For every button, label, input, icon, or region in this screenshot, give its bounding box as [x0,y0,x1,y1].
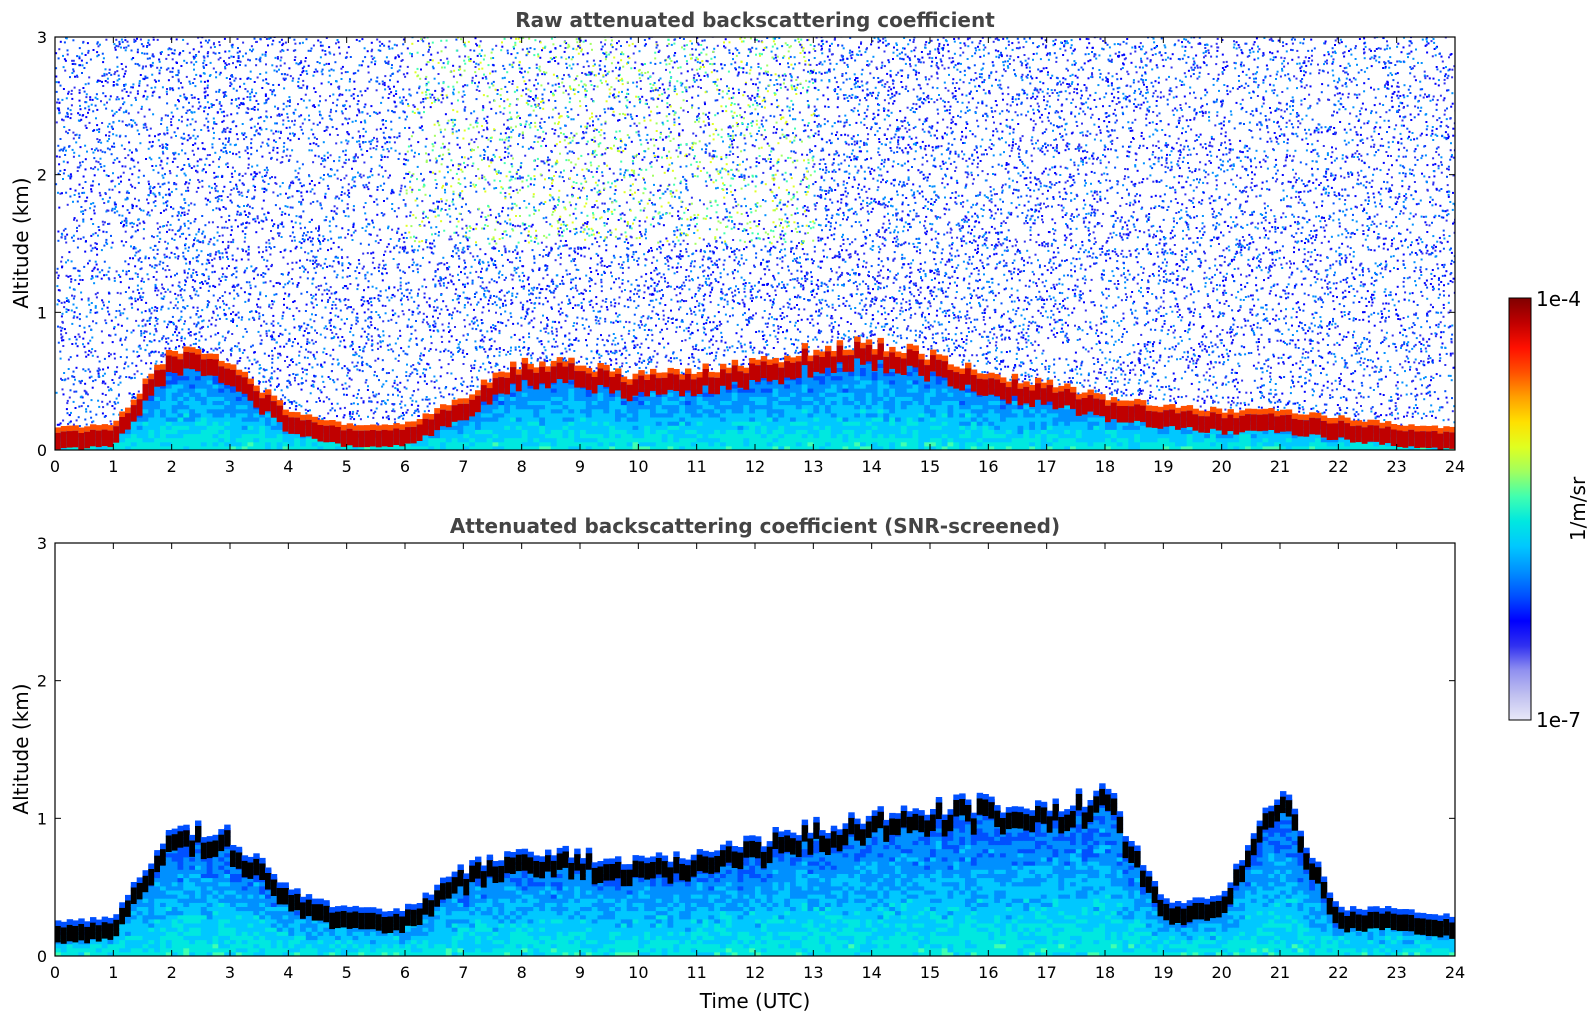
x-tick-label: 6 [400,457,410,476]
panel-screened: Attenuated backscattering coefficient (S… [9,514,1465,1013]
panel1-heatmap [55,37,1455,450]
panel2-y-ticks: 0 1 2 3 [37,534,1455,966]
x-tick-label: 12 [745,457,765,476]
panel2-y-label: Altitude (km) [9,683,33,814]
x-tick-label: 13 [803,963,823,982]
panel1-y-label: Altitude (km) [9,177,33,308]
x-tick-label: 8 [517,457,527,476]
x-tick-label: 11 [686,963,706,982]
x-tick-label: 4 [283,963,293,982]
x-tick-label: 20 [1211,963,1231,982]
y-tick-label: 1 [37,809,47,828]
x-tick-label: 12 [745,963,765,982]
x-tick-label: 7 [458,963,468,982]
x-tick-label: 1 [108,457,118,476]
x-tick-label: 11 [686,457,706,476]
x-tick-label: 8 [517,963,527,982]
x-tick-label: 15 [920,457,940,476]
x-tick-label: 23 [1386,963,1406,982]
panel2-x-ticks: 0 1 2 3 4 5 6 7 8 9 10 11 12 13 14 15 16 17 18 19 20 21 22 23 24 [50,543,1465,982]
y-tick-label: 0 [37,441,47,460]
x-tick-label: 18 [1095,963,1115,982]
colorbar-unit-label: 1/m/sr [1566,476,1590,541]
x-tick-label: 9 [575,963,585,982]
x-tick-label: 16 [978,963,998,982]
panel1-x-ticks: 0 1 2 3 4 5 6 7 8 9 10 11 12 13 14 15 16 17 18 19 20 21 22 23 24 [50,37,1465,476]
panel2-heatmap [55,783,1455,956]
x-tick-label: 22 [1328,457,1348,476]
x-tick-label: 19 [1153,457,1173,476]
x-tick-label: 23 [1386,457,1406,476]
x-tick-label: 10 [628,457,648,476]
x-tick-label: 21 [1270,457,1290,476]
x-tick-label: 15 [920,963,940,982]
colorbar-gradient [1508,297,1532,721]
x-tick-label: 20 [1211,457,1231,476]
panel1-title: Raw attenuated backscattering coefficien… [515,8,995,32]
x-tick-label: 17 [1036,457,1056,476]
x-tick-label: 19 [1153,963,1173,982]
x-tick-label: 6 [400,963,410,982]
x-tick-label: 0 [50,963,60,982]
panel-raw: Raw attenuated backscattering coefficien… [9,8,1465,476]
y-tick-label: 0 [37,947,47,966]
x-tick-label: 2 [167,457,177,476]
x-tick-label: 14 [861,457,881,476]
x-tick-label: 5 [342,963,352,982]
panel1-y-ticks: 0 1 2 3 [37,28,1455,460]
y-tick-label: 3 [37,28,47,47]
colorbar-min-label: 1e-7 [1536,708,1581,732]
panel2-x-label: Time (UTC) [699,989,811,1013]
x-tick-label: 0 [50,457,60,476]
x-tick-label: 3 [225,457,235,476]
x-tick-label: 16 [978,457,998,476]
y-tick-label: 2 [37,672,47,691]
x-tick-label: 22 [1328,963,1348,982]
x-tick-label: 18 [1095,457,1115,476]
x-tick-label: 14 [861,963,881,982]
x-tick-label: 21 [1270,963,1290,982]
x-tick-label: 13 [803,457,823,476]
colorbar-max-label: 1e-4 [1536,287,1581,311]
y-tick-label: 2 [37,166,47,185]
panel2-title: Attenuated backscattering coefficient (S… [450,514,1060,538]
x-tick-label: 2 [167,963,177,982]
x-tick-label: 4 [283,457,293,476]
x-tick-label: 17 [1036,963,1056,982]
x-tick-label: 1 [108,963,118,982]
x-tick-label: 9 [575,457,585,476]
x-tick-label: 24 [1445,457,1465,476]
x-tick-label: 3 [225,963,235,982]
y-tick-label: 1 [37,303,47,322]
x-tick-label: 24 [1445,963,1465,982]
x-tick-label: 10 [628,963,648,982]
colorbar: 1e-4 1e-7 1/m/sr [1508,287,1590,732]
y-tick-label: 3 [37,534,47,553]
x-tick-label: 7 [458,457,468,476]
x-tick-label: 5 [342,457,352,476]
